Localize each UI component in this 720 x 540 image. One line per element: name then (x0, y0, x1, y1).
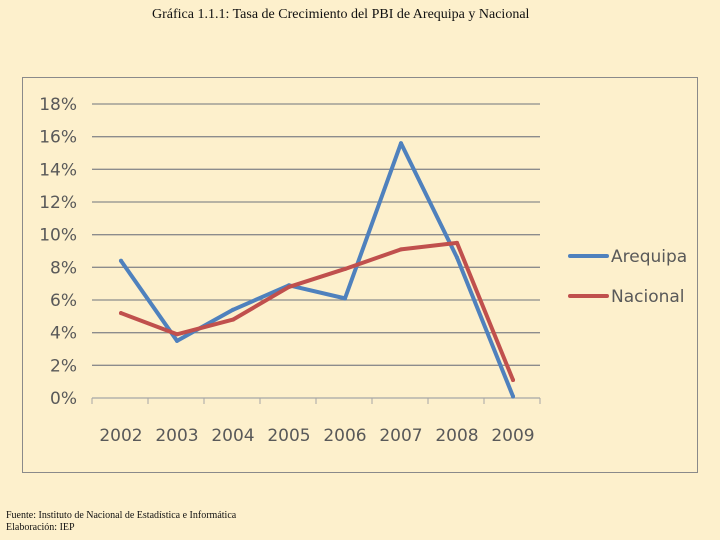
data-point-arequipa (455, 255, 459, 260)
legend-label: Nacional (611, 287, 685, 307)
y-tick-label: 4% (50, 324, 77, 344)
data-point-arequipa (119, 258, 123, 263)
x-tick-label: 2004 (211, 426, 254, 446)
footer: Fuente: Instituto de Nacional de Estadís… (6, 510, 236, 534)
y-tick-label: 14% (39, 160, 77, 180)
y-tick-label: 18% (39, 95, 77, 115)
y-tick-label: 12% (39, 193, 77, 213)
x-tick-label: 2002 (99, 426, 142, 446)
x-axis-ticks: 2002 2003 2004 2005 2006 2007 2008 2009 (99, 426, 534, 446)
x-tick-label: 2007 (379, 426, 422, 446)
data-point-nacional (175, 332, 179, 337)
data-point-nacional (343, 266, 347, 271)
data-point-arequipa (399, 141, 403, 146)
x-tick-label: 2003 (155, 426, 198, 446)
y-tick-label: 6% (50, 291, 77, 311)
data-point-arequipa (175, 338, 179, 343)
data-point-arequipa (343, 296, 347, 301)
data-point-nacional (287, 284, 291, 289)
data-point-nacional (455, 240, 459, 245)
x-tick-label: 2005 (267, 426, 310, 446)
x-tick-label: 2008 (435, 426, 478, 446)
y-tick-label: 2% (50, 356, 77, 376)
data-point-arequipa (511, 394, 515, 399)
chart-area (22, 77, 698, 473)
x-tick-label: 2009 (491, 426, 534, 446)
data-point-nacional (399, 247, 403, 252)
data-point-arequipa (231, 307, 235, 312)
gridlines (91, 103, 541, 404)
y-tick-label: 10% (39, 226, 77, 246)
credit-note: Elaboración: IEP (6, 522, 75, 533)
y-tick-label: 0% (50, 389, 77, 409)
chart-title: Gráfica 1.1.1: Tasa de Crecimiento del P… (152, 7, 530, 22)
y-tick-label: 16% (39, 128, 77, 148)
data-point-nacional (231, 317, 235, 322)
series-line-nacional (119, 240, 515, 383)
data-point-nacional (511, 378, 515, 383)
legend-label: Arequipa (611, 247, 687, 267)
series-lines (119, 141, 515, 399)
y-tick-label: 8% (50, 258, 77, 278)
y-axis-ticks: 0% 2% 4% 6% 8% 10% 12% 14% 16% 18% (39, 95, 77, 409)
legend: Arequipa Nacional (568, 247, 687, 307)
source-note: Fuente: Instituto de Nacional de Estadís… (6, 510, 237, 521)
data-point-nacional (119, 311, 123, 316)
x-tick-label: 2006 (323, 426, 366, 446)
series-line-arequipa (119, 141, 515, 399)
